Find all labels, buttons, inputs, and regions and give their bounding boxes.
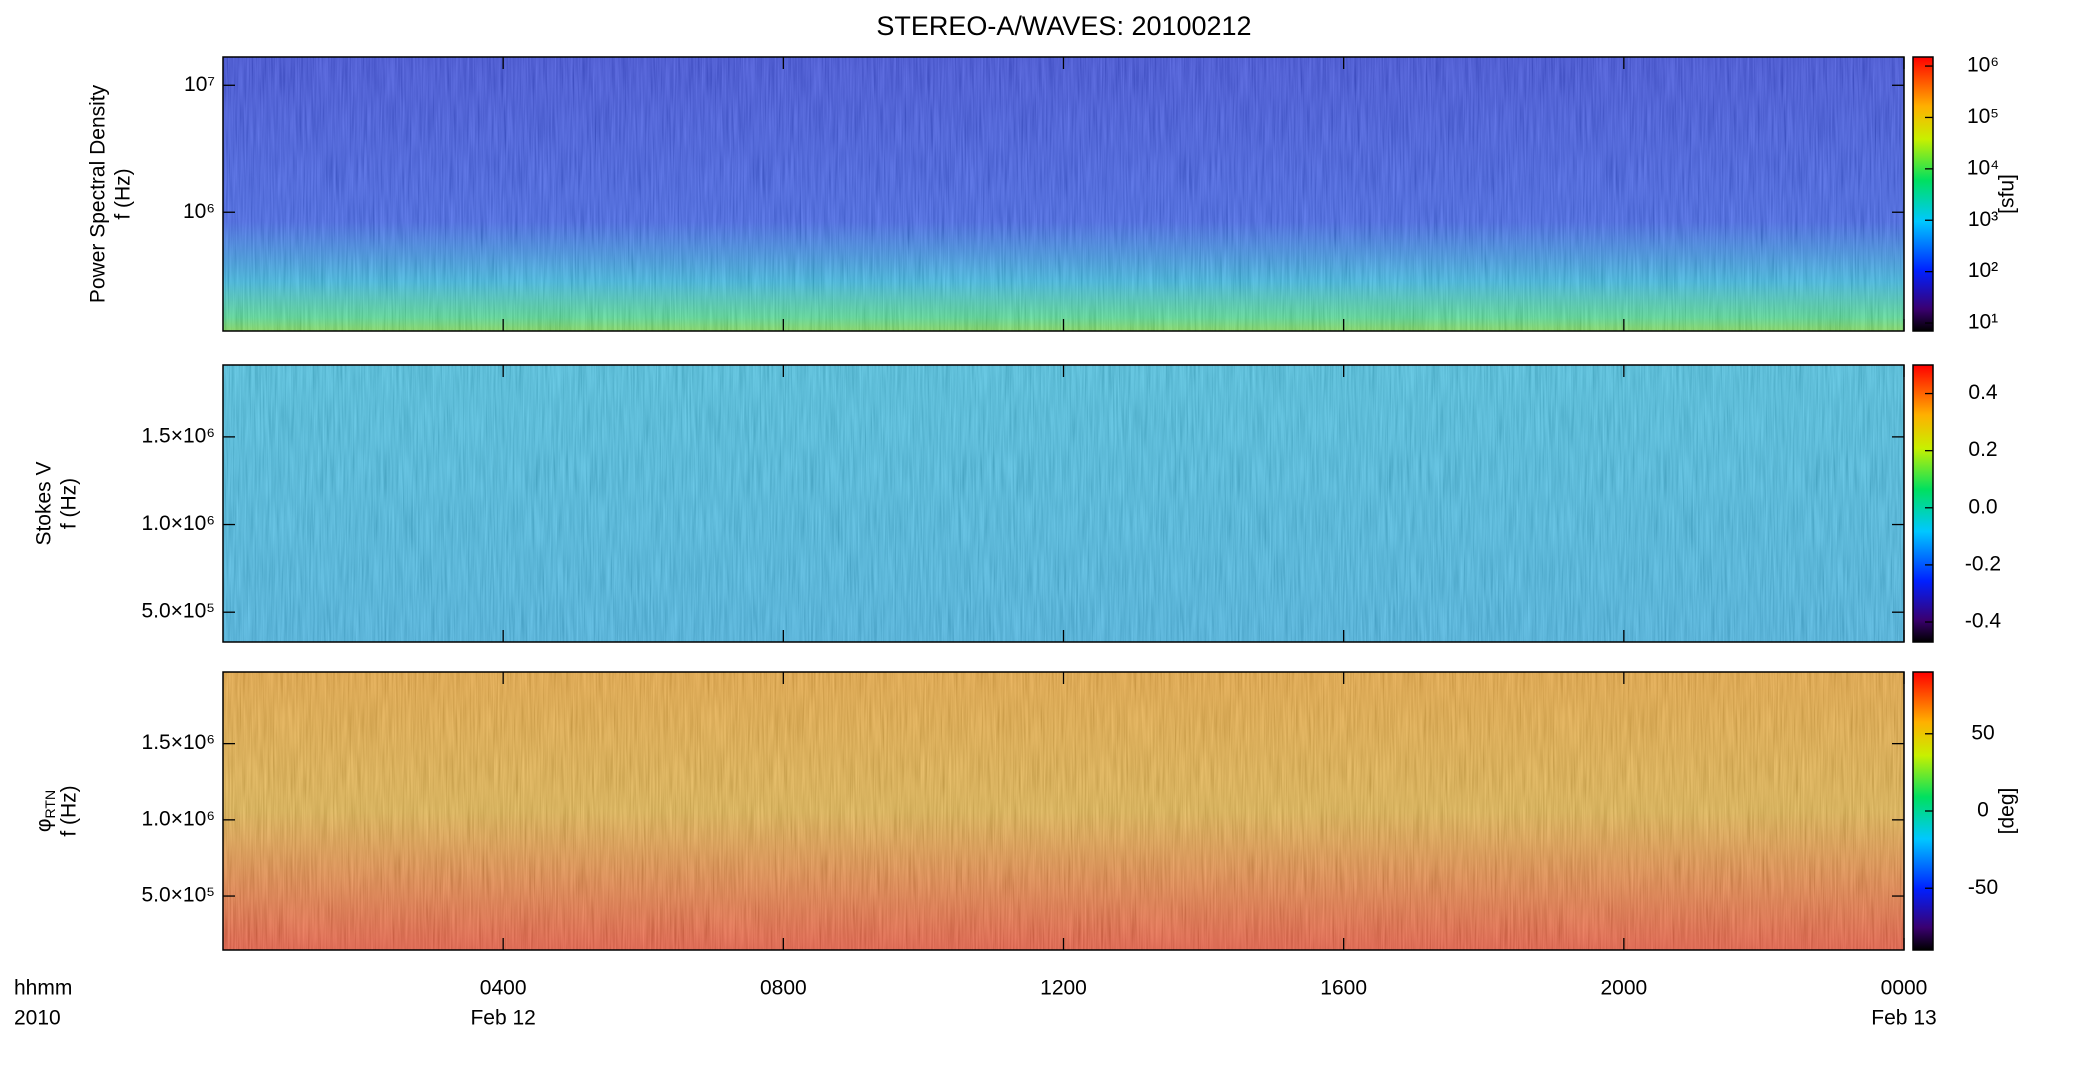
colorbar-label: [sfu]: [1996, 174, 2019, 214]
x-tick-label: 0000: [1881, 977, 1928, 1000]
x-date-label: Feb 13: [1871, 1007, 1936, 1030]
colorbar-tick-label: 0: [1977, 799, 1989, 822]
colorbar-tick-label: 50: [1971, 721, 1994, 744]
y-tick-label: 1.0×10⁶: [142, 512, 215, 535]
x-tick-label: 1600: [1320, 977, 1367, 1000]
y-axis-label: Power Spectral Density: [87, 84, 110, 303]
y-axis-label: f (Hz): [112, 168, 135, 219]
y-tick-label: 1.5×10⁶: [142, 424, 215, 447]
colorbar-tick-label: 10⁵: [1967, 105, 1999, 128]
colorbar-tick-label: 10⁶: [1967, 54, 1999, 77]
colorbar-tick-label: 10¹: [1968, 311, 1998, 334]
spectrogram-texture: [223, 57, 1904, 331]
y-tick-label: 1.5×10⁶: [142, 731, 215, 754]
chart-title: STEREO-A/WAVES: 20100212: [876, 11, 1251, 41]
y-tick-label: 5.0×10⁵: [141, 884, 215, 907]
x-row-label: hhmm: [14, 977, 72, 1000]
x-row-label: 2010: [14, 1007, 61, 1030]
x-date-label: Feb 12: [470, 1007, 535, 1030]
colorbar-tick-label: 0.4: [1968, 381, 1998, 404]
colorbar-tick-label: 10⁴: [1967, 156, 1999, 179]
y-tick-label: 10⁷: [184, 73, 215, 96]
colorbar-tick-label: 0.2: [1968, 438, 1997, 461]
colorbar-tick-label: 0.0: [1968, 495, 1997, 518]
spectrogram-texture: [223, 672, 1904, 950]
colorbar: [1913, 57, 1933, 331]
colorbar-tick-label: -0.4: [1965, 610, 2002, 633]
x-tick-label: 1200: [1040, 977, 1087, 1000]
colorbar: [1913, 365, 1933, 642]
y-axis-label: f (Hz): [58, 785, 81, 836]
y-tick-label: 1.0×10⁶: [142, 807, 215, 830]
x-tick-label: 0800: [760, 977, 807, 1000]
colorbar-tick-label: -0.2: [1965, 552, 2001, 575]
y-axis-label: f (Hz): [58, 478, 81, 529]
colorbar-tick-label: -50: [1968, 876, 1998, 899]
spectrogram-texture: [223, 365, 1904, 642]
y-axis-label-subscript: RTN: [42, 790, 58, 819]
y-axis-label: Stokes V: [33, 461, 56, 545]
colorbar-label: [deg]: [1996, 788, 2019, 835]
y-axis-label: φRTN: [33, 790, 58, 832]
colorbar-frame: [1912, 364, 1934, 643]
colorbar-tick-label: 10³: [1968, 208, 1998, 231]
colorbar: [1913, 672, 1933, 950]
x-tick-label: 2000: [1600, 977, 1647, 1000]
y-tick-label: 10⁶: [183, 200, 215, 223]
x-tick-label: 0400: [480, 977, 527, 1000]
y-tick-label: 5.0×10⁵: [141, 600, 215, 623]
colorbar-frame: [1912, 56, 1934, 332]
colorbar-tick-label: 10²: [1968, 259, 1998, 282]
